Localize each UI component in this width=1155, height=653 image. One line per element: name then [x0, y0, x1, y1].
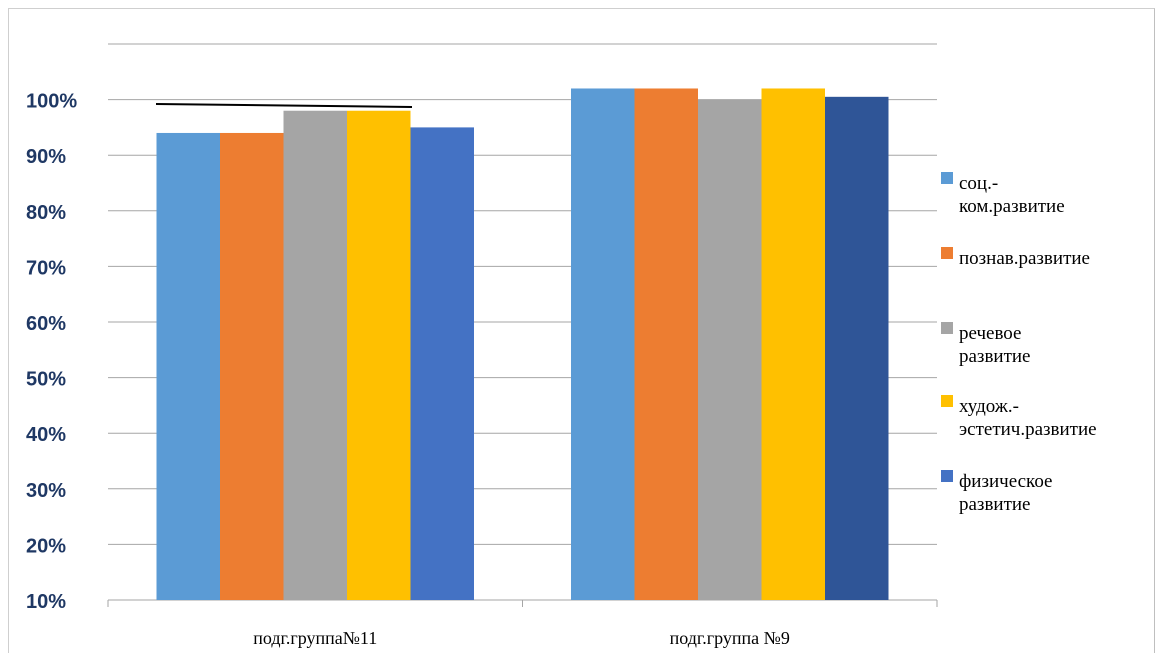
y-tick-label: 30%: [26, 480, 66, 502]
x-category-label: подг.группа №9: [670, 628, 790, 648]
legend-label: эстетич.развитие: [959, 419, 1097, 440]
bar: [571, 88, 635, 600]
bar: [410, 127, 474, 601]
legend-label: соц.-: [959, 173, 998, 194]
legend-label: познав.развитие: [959, 248, 1090, 269]
legend-label: худож.-: [959, 396, 1019, 417]
bar: [156, 132, 220, 600]
bar: [220, 132, 284, 600]
y-tick-label: 80%: [26, 202, 66, 224]
legend-swatch: [941, 395, 953, 407]
y-tick-label: 90%: [26, 146, 66, 168]
legend-label: физическое: [959, 471, 1052, 492]
bar: [698, 99, 762, 600]
y-tick-label: 40%: [26, 424, 66, 446]
y-tick-label: 10%: [26, 591, 66, 613]
legend-label: ком.развитие: [959, 196, 1065, 217]
y-tick-label: 50%: [26, 369, 66, 391]
reference-line: [155, 103, 413, 108]
y-tick-label: 70%: [26, 257, 66, 279]
bar: [761, 88, 825, 600]
y-tick-label: 20%: [26, 535, 66, 557]
y-tick-label: 60%: [26, 313, 66, 335]
x-category-label: подг.группа№11: [253, 628, 377, 648]
legend-label: развитие: [959, 494, 1030, 515]
legend-swatch: [941, 322, 953, 334]
bar: [347, 110, 411, 600]
bar: [825, 96, 889, 600]
legend-swatch: [941, 470, 953, 482]
legend-label: развитие: [959, 346, 1030, 367]
y-tick-label: 100%: [26, 91, 77, 113]
legend-label: речевое: [959, 323, 1021, 344]
bar: [634, 88, 698, 600]
bar: [283, 110, 347, 600]
legend-swatch: [941, 247, 953, 259]
legend-swatch: [941, 172, 953, 184]
